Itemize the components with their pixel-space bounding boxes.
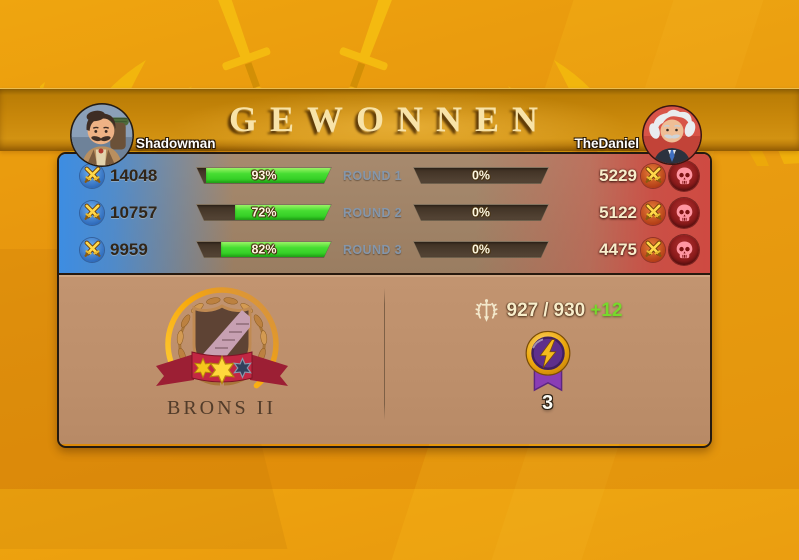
round-label: ROUND 1 bbox=[342, 168, 403, 183]
progress-label: 0% bbox=[471, 205, 491, 220]
left-progress-bar: 82% bbox=[196, 241, 332, 258]
points-max: 930 bbox=[553, 299, 586, 321]
summary-panel: BRONS II 927 / bbox=[59, 273, 710, 444]
crossed-swords-icon bbox=[641, 237, 665, 262]
crossed-swords-icon bbox=[80, 163, 104, 188]
progress-label: 93% bbox=[251, 168, 277, 183]
battle-points-row: 927 / 930 +12 bbox=[473, 297, 623, 324]
round-row-2: 10757 72% ROUND 2 0% 5122 bbox=[59, 194, 710, 231]
round-row-1: 14048 93% ROUND 1 0% 5229 bbox=[59, 157, 710, 194]
panel-divider bbox=[384, 288, 385, 420]
left-player-name: Shadowman bbox=[136, 136, 216, 151]
right-round-score: 5122 bbox=[599, 202, 637, 222]
left-progress-bar: 93% bbox=[196, 167, 332, 184]
lightning-medal-icon bbox=[525, 330, 570, 392]
banner-glow bbox=[169, 89, 630, 151]
left-player-avatar[interactable] bbox=[69, 102, 135, 168]
right-progress-bar: 0% bbox=[413, 167, 549, 184]
medal-count: 3 bbox=[541, 392, 554, 414]
points-gain: +12 bbox=[590, 299, 623, 321]
league-section: BRONS II bbox=[59, 275, 384, 444]
right-progress-bar: 0% bbox=[413, 241, 549, 258]
right-round-score: 4475 bbox=[599, 239, 637, 259]
left-round-score: 9959 bbox=[110, 239, 148, 259]
round-label: ROUND 3 bbox=[342, 242, 403, 257]
points-section: 927 / 930 +12 3 bbox=[385, 275, 710, 444]
progress-fill bbox=[206, 168, 331, 183]
right-player-avatar[interactable] bbox=[641, 104, 703, 166]
crossed-swords-icon bbox=[641, 200, 665, 225]
progress-label: 72% bbox=[251, 205, 277, 220]
rounds-panel: 14048 93% ROUND 1 0% 5229 10757 bbox=[59, 154, 710, 273]
progress-label: 82% bbox=[251, 242, 277, 257]
points-current: 927 bbox=[506, 299, 539, 321]
crossed-swords-icon bbox=[641, 163, 665, 188]
left-progress-bar: 72% bbox=[196, 204, 332, 221]
league-badge-icon bbox=[155, 287, 288, 401]
progress-fill bbox=[221, 242, 331, 257]
right-round-score: 5229 bbox=[599, 165, 637, 185]
sword-laurel-icon bbox=[474, 299, 498, 322]
right-player-name: TheDaniel bbox=[574, 136, 639, 151]
skull-icon bbox=[669, 234, 699, 265]
victory-title: GEWONNEN bbox=[228, 99, 552, 139]
right-progress-bar: 0% bbox=[413, 204, 549, 221]
skull-icon bbox=[669, 160, 699, 191]
crossed-swords-icon bbox=[80, 237, 104, 262]
round-row-3: 9959 82% ROUND 3 0% 4475 bbox=[59, 231, 710, 268]
skull-icon bbox=[669, 197, 699, 228]
left-round-score: 14048 bbox=[110, 165, 158, 185]
progress-label: 0% bbox=[471, 242, 491, 257]
battle-report-card: 14048 93% ROUND 1 0% 5229 10757 bbox=[57, 152, 712, 448]
league-name: BRONS II bbox=[166, 397, 276, 419]
points-separator: / bbox=[543, 299, 549, 321]
crossed-swords-icon bbox=[80, 200, 104, 225]
league-stars bbox=[193, 354, 252, 386]
progress-label: 0% bbox=[471, 168, 491, 183]
round-label: ROUND 2 bbox=[342, 205, 403, 220]
progress-fill bbox=[235, 205, 331, 220]
left-round-score: 10757 bbox=[110, 202, 158, 222]
